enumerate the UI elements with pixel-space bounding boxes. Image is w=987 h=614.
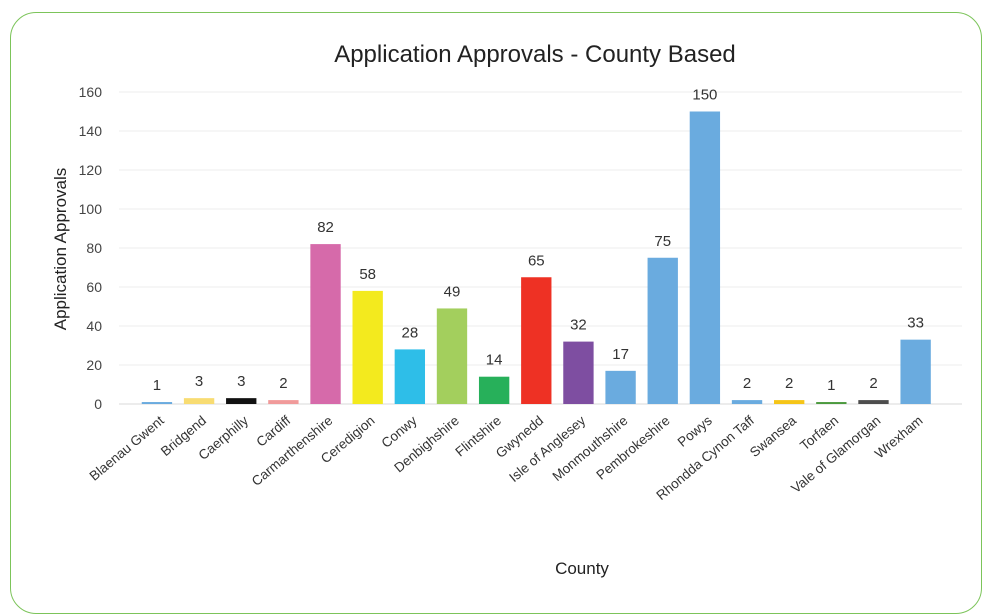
bar bbox=[478, 376, 510, 404]
y-axis-ticks: 0 20 40 60 80 100 120 140 160 bbox=[79, 84, 103, 412]
bar bbox=[183, 398, 215, 404]
data-label: 82 bbox=[317, 219, 334, 236]
x-tick-label: Pembrokeshire bbox=[593, 413, 672, 483]
y-tick-label: 160 bbox=[79, 84, 103, 100]
y-tick-label: 80 bbox=[86, 240, 102, 256]
y-tick-label: 20 bbox=[86, 357, 102, 373]
data-label: 1 bbox=[153, 377, 161, 394]
bar bbox=[436, 308, 468, 404]
y-tick-label: 0 bbox=[94, 396, 102, 412]
data-label: 2 bbox=[279, 375, 287, 392]
bars bbox=[141, 111, 931, 404]
bar-chart: Application Approvals - County Based Cou… bbox=[51, 41, 962, 578]
bar bbox=[141, 402, 173, 404]
bar bbox=[689, 111, 721, 404]
chart-title: Application Approvals - County Based bbox=[334, 41, 736, 68]
data-label: 1 bbox=[827, 377, 835, 394]
x-tick-label: Blaenau Gwent bbox=[87, 413, 168, 484]
bar bbox=[816, 402, 847, 404]
bar bbox=[310, 244, 341, 404]
data-label: 2 bbox=[743, 375, 751, 392]
y-axis-title: Application Approvals bbox=[51, 168, 70, 331]
bar bbox=[605, 370, 636, 404]
y-tick-label: 120 bbox=[79, 162, 103, 178]
data-label: 49 bbox=[444, 283, 461, 300]
data-label: 150 bbox=[692, 87, 717, 104]
bar bbox=[394, 349, 426, 404]
x-tick-label: Swansea bbox=[747, 412, 800, 460]
y-tick-label: 100 bbox=[79, 201, 103, 217]
data-label: 3 bbox=[195, 373, 203, 390]
data-label: 75 bbox=[654, 233, 671, 250]
data-label: 3 bbox=[237, 373, 245, 390]
x-tick-label: Wrexham bbox=[872, 413, 926, 461]
data-label: 58 bbox=[359, 266, 376, 283]
bar bbox=[521, 277, 552, 404]
data-label: 65 bbox=[528, 252, 545, 269]
data-label: 17 bbox=[612, 346, 629, 363]
x-tick-label: Isle of Anglesey bbox=[506, 413, 588, 485]
chart-frame bbox=[10, 12, 982, 614]
y-tick-label: 60 bbox=[86, 279, 102, 295]
data-label: 2 bbox=[785, 375, 793, 392]
bar bbox=[774, 400, 805, 404]
data-label: 32 bbox=[570, 317, 587, 334]
bar bbox=[226, 398, 257, 404]
data-label: 2 bbox=[869, 375, 877, 392]
bar bbox=[647, 257, 678, 404]
data-label: 28 bbox=[401, 324, 418, 341]
bar bbox=[900, 339, 931, 404]
bar bbox=[731, 400, 763, 404]
bar bbox=[563, 341, 594, 404]
bar bbox=[352, 290, 383, 404]
y-tick-label: 140 bbox=[79, 123, 103, 139]
bar bbox=[858, 400, 889, 404]
x-axis-title: County bbox=[555, 559, 609, 578]
data-label: 33 bbox=[907, 315, 924, 332]
x-tick-label: Monmouthshire bbox=[550, 413, 631, 484]
bar bbox=[268, 400, 299, 404]
data-label: 14 bbox=[486, 352, 503, 369]
y-tick-label: 40 bbox=[86, 318, 102, 334]
